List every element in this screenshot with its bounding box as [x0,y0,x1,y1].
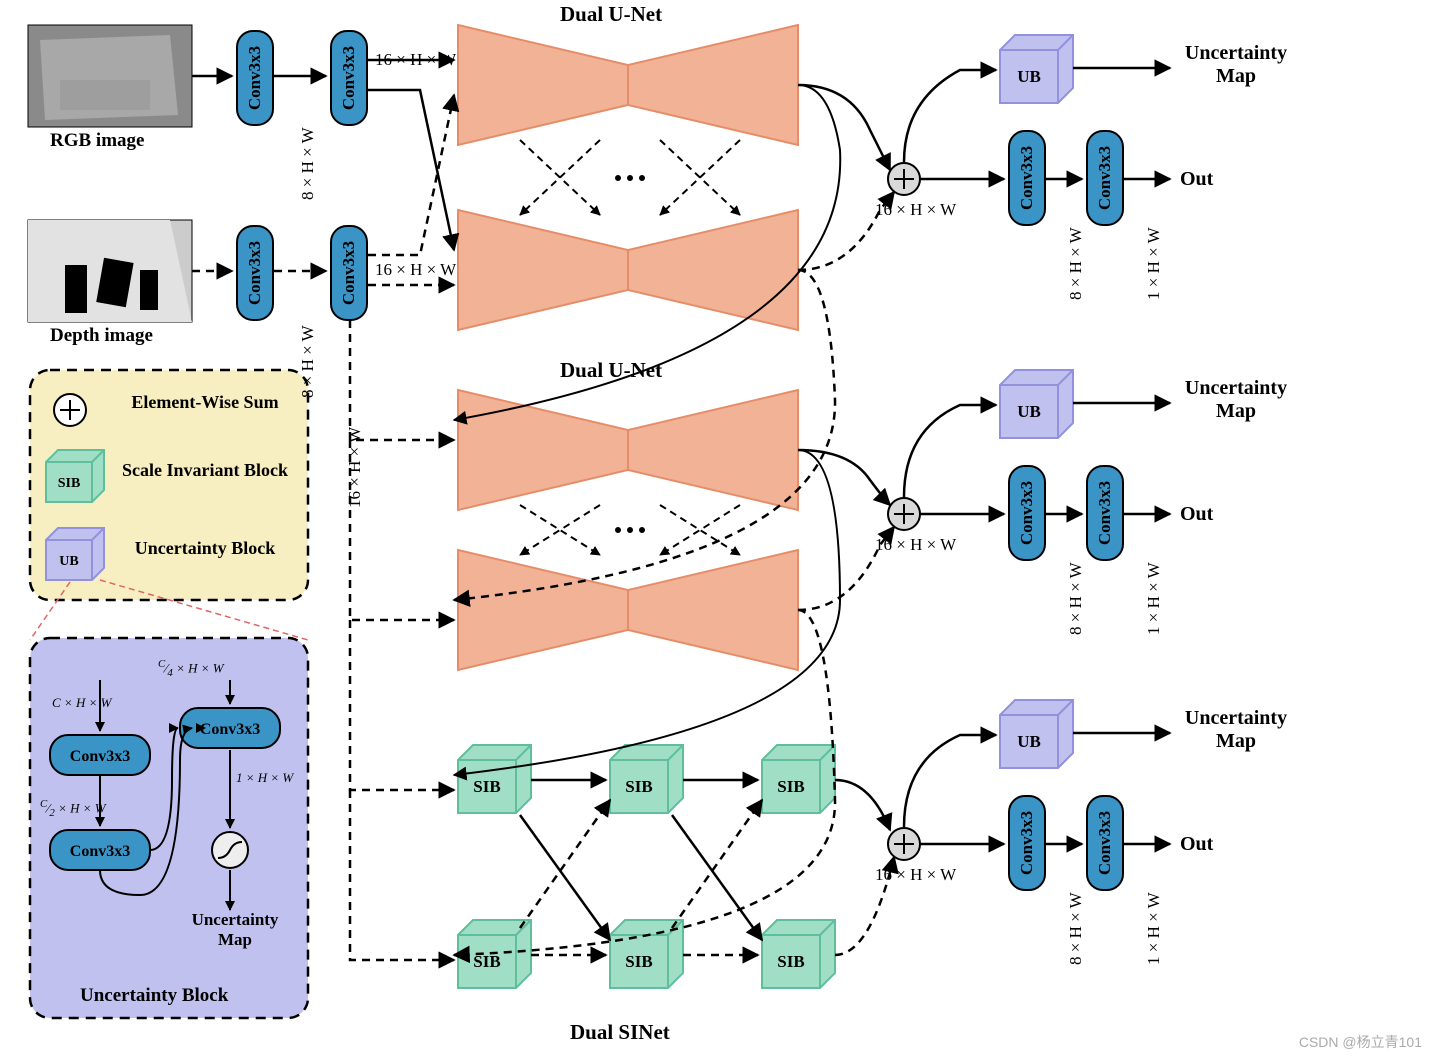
conv-depth-2: Conv3x3 [330,225,368,321]
ub-unc-map-label: Uncertainty Map [180,910,290,950]
conv-rgb-2: Conv3x3 [330,30,368,126]
svg-text:UB: UB [1017,67,1041,86]
unc-map-2: Uncertainty Map [1176,377,1296,423]
svg-text:Conv3x3: Conv3x3 [70,748,130,765]
conv-out-2b: Conv3x3 [1086,465,1124,561]
out-2: Out [1180,503,1213,526]
dual-sinet-title: Dual SINet [570,1020,670,1045]
rgb-image-placeholder [28,25,192,127]
unc-map-1: Uncertainty Map [1176,42,1296,88]
dim-1hw-o1: 1 × H × W [1144,227,1164,300]
ub-dim-1hw: 1 × H × W [236,770,293,786]
ub-dim-chw: C × H × W [52,695,111,711]
dim-8hw-2: 8 × H × W [298,325,318,398]
out-1: Out [1180,168,1213,191]
svg-text:UB: UB [59,554,78,569]
sib-cubes: SIB SIB SIB SIB SIB SIB [458,745,835,988]
dim-16hw-p2: 16 × H × W [875,535,956,555]
legend-ub: Uncertainty Block [120,538,290,559]
depth-image-placeholder [28,220,192,322]
dim-16hw-2: 16 × H × W [375,260,456,280]
dim-1hw-o2: 1 × H × W [1144,562,1164,635]
conv-depth-1: Conv3x3 [236,225,274,321]
dual-unet-title-1: Dual U-Net [560,2,662,27]
svg-text:SIB: SIB [473,777,500,796]
dim-16hw-1: 16 × H × W [375,50,456,70]
svg-text:Conv3x3: Conv3x3 [70,843,130,860]
svg-text:UB: UB [1017,732,1041,751]
dim-16hw-p1: 16 × H × W [875,200,956,220]
ub-panel-title: Uncertainty Block [80,985,228,1007]
dim-8hw-o2: 8 × H × W [1066,562,1086,635]
conv-out-2a: Conv3x3 [1008,465,1046,561]
rgb-image-label: RGB image [50,130,144,152]
svg-text:SIB: SIB [625,777,652,796]
dim-1hw-o3: 1 × H × W [1144,892,1164,965]
svg-text:SIB: SIB [777,777,804,796]
svg-text:SIB: SIB [58,476,81,491]
conv-rgb-1: Conv3x3 [236,30,274,126]
depth-image-label: Depth image [50,325,153,347]
dim-8hw-o3: 8 × H × W [1066,892,1086,965]
svg-text:SIB: SIB [777,952,804,971]
conv-out-3b: Conv3x3 [1086,795,1124,891]
legend-sib: Scale Invariant Block [120,460,290,481]
svg-text:UB: UB [1017,402,1041,421]
svg-text:Conv3x3: Conv3x3 [200,721,260,738]
conv-out-3a: Conv3x3 [1008,795,1046,891]
dim-8hw-o1: 8 × H × W [1066,227,1086,300]
unet-group [458,25,798,670]
ub-dim-c4hw: C⁄4 × H × W [158,658,224,679]
unc-map-3: Uncertainty Map [1176,707,1296,753]
dual-unet-title-2: Dual U-Net [560,358,662,383]
svg-text:SIB: SIB [625,952,652,971]
conv-out-1b: Conv3x3 [1086,130,1124,226]
watermark: CSDN @杨立青101 [1299,1032,1422,1052]
legend-ews: Element-Wise Sum [120,392,290,413]
conv-out-1a: Conv3x3 [1008,130,1046,226]
dim-8hw-1: 8 × H × W [298,127,318,200]
diagram-canvas: SIB SIB SIB SIB SIB SIB UB UB UB [0,0,1430,1056]
dim-16hw-p3: 16 × H × W [875,865,956,885]
ellipsis-dots [615,175,645,533]
plus-circles [888,163,920,860]
unet-cross-arrows [520,140,740,555]
out-3: Out [1180,833,1213,856]
dim-16hw-3: 16 × H × W [345,427,365,508]
ub-dim-c2hw: C⁄2 × H × W [40,798,106,819]
